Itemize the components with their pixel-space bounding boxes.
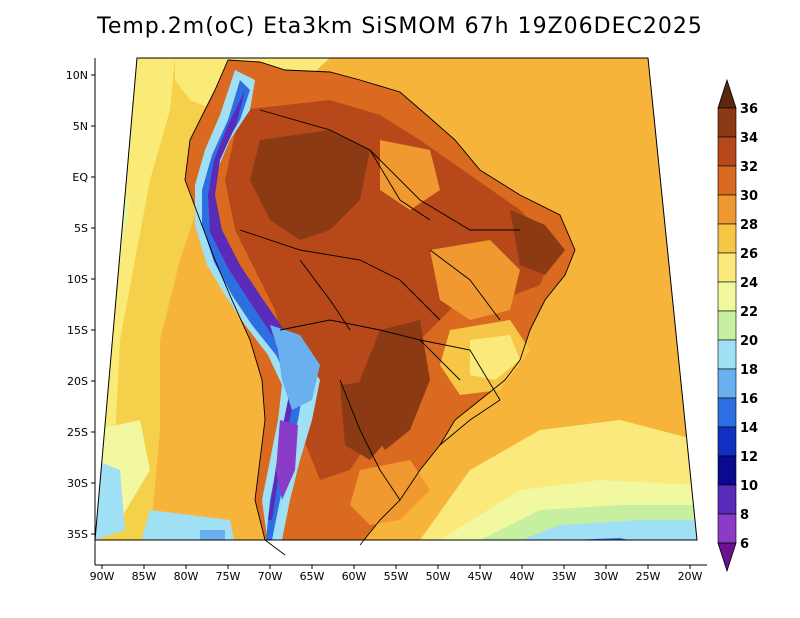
lat-tick-label: EQ: [72, 171, 88, 184]
colorbar-segment: [717, 484, 737, 515]
lat-tick-label: 15S: [67, 324, 88, 337]
lon-tick-label: 90W: [90, 570, 115, 583]
lat-tick-label: 5N: [73, 120, 88, 133]
lon-tick-label: 85W: [132, 570, 157, 583]
colorbar-segment: [717, 310, 737, 341]
colorbar-label: 18: [740, 363, 758, 378]
lat-tick-label: 10N: [66, 69, 88, 82]
colorbar-label: 36: [740, 102, 758, 117]
colorbar-label: 26: [740, 247, 758, 262]
lat-tick-label: 5S: [74, 222, 88, 235]
longitude-axis: 90W 85W 80W 75W 70W 65W 60W 55W 50W 45W 40W 35W 30W 2…: [90, 564, 707, 583]
map-title: Temp.2m(oC) Eta3km SiSMOM 67h 19Z06DEC20…: [97, 14, 703, 39]
colorbar-segment: [717, 136, 737, 167]
colorbar-label: 14: [740, 421, 758, 436]
colorbar-segment: [717, 252, 737, 283]
lon-tick-label: 35W: [552, 570, 577, 583]
latitude-axis: 10N 5N EQ 5S 10S 15S 20S 25S 30S 35S: [66, 58, 96, 565]
colorbar-label: 28: [740, 218, 758, 233]
colorbar-segment: [717, 165, 737, 196]
colorbar-segment: [717, 397, 737, 428]
colorbar-label: 16: [740, 392, 758, 407]
political-borders: [184, 59, 576, 556]
colorbar-label: 8: [740, 508, 749, 523]
colorbar-segment: [717, 194, 737, 225]
lon-tick-label: 65W: [300, 570, 325, 583]
colorbar-segment: [717, 426, 737, 457]
lon-tick-label: 70W: [258, 570, 283, 583]
lon-tick-label: 25W: [636, 570, 661, 583]
lon-tick-label: 50W: [426, 570, 451, 583]
colorbar-segment: [717, 223, 737, 254]
colorbar-label: 6: [740, 537, 749, 552]
colorbar-segment: [717, 455, 737, 486]
colorbar-label: 22: [740, 305, 758, 320]
temperature-field: [95, 58, 697, 540]
colorbar-segment: [717, 281, 737, 312]
lon-tick-label: 30W: [594, 570, 619, 583]
colorbar-top-cap: [717, 78, 737, 109]
lon-tick-label: 20W: [678, 570, 703, 583]
colorbar-label: 30: [740, 189, 758, 204]
lon-tick-label: 75W: [216, 570, 241, 583]
colorbar-segment: [717, 513, 737, 544]
lon-tick-label: 60W: [342, 570, 367, 583]
colorbar-label: 20: [740, 334, 758, 349]
colorbar-bottom-cap: [717, 542, 737, 573]
colorbar-label: 12: [740, 450, 758, 465]
colorbar-label: 10: [740, 479, 758, 494]
lon-tick-label: 45W: [468, 570, 493, 583]
colorbar-segment: [717, 339, 737, 370]
colorbar-segment: [717, 368, 737, 399]
lat-tick-label: 30S: [67, 477, 88, 490]
colorbar-label: 24: [740, 276, 758, 291]
colorbar-segment: [717, 107, 737, 138]
lat-tick-label: 20S: [67, 375, 88, 388]
colorbar-label: 34: [740, 131, 758, 146]
lat-tick-label: 25S: [67, 426, 88, 439]
colorbar-label: 32: [740, 160, 758, 175]
lat-tick-label: 10S: [67, 273, 88, 286]
lat-tick-label: 35S: [67, 528, 88, 541]
colorbar: 36 34 32 30 28 26 24 22 20 18 16 14 12 10 8 6: [717, 78, 758, 573]
lon-tick-label: 80W: [174, 570, 199, 583]
lon-tick-label: 40W: [510, 570, 535, 583]
lon-tick-label: 55W: [384, 570, 409, 583]
